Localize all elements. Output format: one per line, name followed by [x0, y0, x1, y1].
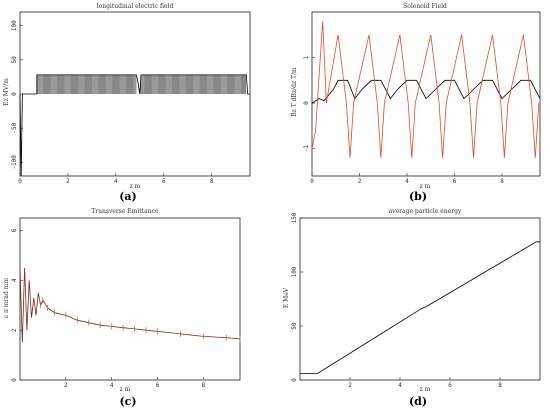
y-tick-label: 6: [11, 228, 18, 232]
y-tick-label: 0: [303, 101, 310, 105]
x-tick-label: 4: [405, 178, 409, 185]
panel-a-title: longitudinal electric field: [97, 3, 174, 10]
y-tick-label: 0: [291, 378, 298, 382]
x-tick-label: 8: [498, 382, 502, 389]
x-tick-label: 6: [448, 382, 452, 389]
y-tick-label: -50: [11, 122, 18, 133]
panel-c-title: Transverse Emittance: [92, 208, 159, 215]
y-tick-label: 2: [11, 328, 18, 332]
series-line-b-0: [311, 79, 541, 104]
panel-c-ylabel: ε π mrad mm: [3, 278, 10, 318]
y-tick-label: 100: [291, 266, 298, 277]
y-tick-label: -1: [303, 145, 310, 153]
panel-c: Transverse Emittance z m ε π mrad mm (c)…: [3, 208, 241, 408]
panel-d: average particle energy z m E MeV (d) 2 4…: [283, 208, 541, 408]
caption-a: (a): [119, 190, 137, 203]
y-tick-label: 100: [11, 20, 18, 31]
plot-frame-d: [299, 217, 541, 381]
series-line-c-0: [19, 267, 241, 343]
panel-a-ylabel: Ez MV/m: [3, 78, 10, 106]
panel-b: Solenoid Field z m Bz T dBz/dz T/m (b) 0…: [291, 3, 541, 203]
x-tick-label: 6: [156, 382, 160, 389]
x-tick-label: 4: [110, 382, 114, 389]
y-tick-label: -100: [11, 155, 18, 170]
panel-b-ylabel: Bz T dBz/dz T/m: [291, 67, 298, 117]
x-tick-label: 2: [64, 382, 68, 389]
panel-a-xlabel: z m: [130, 183, 141, 190]
x-tick-label: 2: [348, 382, 352, 389]
x-tick-label: 0: [310, 178, 314, 185]
caption-c: (c): [119, 395, 136, 408]
y-tick-label: 1: [303, 55, 310, 59]
panel-b-title: Solenoid Field: [403, 3, 447, 10]
panel-d-ylabel: E MeV: [283, 287, 290, 308]
panel-a: longitudinal electric field z m Ez MV/m …: [3, 3, 251, 203]
x-tick-label: 8: [210, 178, 214, 185]
x-tick-label: 0: [18, 178, 22, 185]
y-tick-label: 0: [11, 92, 18, 96]
x-tick-label: 4: [398, 382, 402, 389]
y-tick-label: 4: [11, 278, 18, 282]
series-line-b-1: [311, 21, 540, 158]
panel-c-xlabel: z m: [120, 386, 131, 393]
y-tick-label: 0: [11, 378, 18, 382]
x-tick-label: 2: [66, 178, 70, 185]
x-tick-label: 4: [114, 178, 118, 185]
plot-frame-b: [311, 11, 541, 177]
x-tick-label: 2: [358, 178, 362, 185]
caption-b: (b): [409, 190, 427, 203]
x-tick-label: 8: [202, 382, 206, 389]
y-tick-label: 50: [291, 322, 298, 330]
caption-d: (d): [409, 395, 427, 408]
x-tick-label: 8: [500, 178, 504, 185]
x-tick-label: 6: [162, 178, 166, 185]
y-tick-label: 50: [11, 56, 18, 64]
series-line-d-0: [300, 241, 540, 374]
plot-frame-c: [19, 217, 241, 381]
panel-d-title: average particle energy: [389, 208, 462, 215]
panel-d-xlabel: z m: [420, 386, 431, 393]
x-tick-label: 6: [453, 178, 457, 185]
panel-b-xlabel: z m: [420, 183, 431, 190]
y-tick-label: 150: [291, 212, 298, 223]
